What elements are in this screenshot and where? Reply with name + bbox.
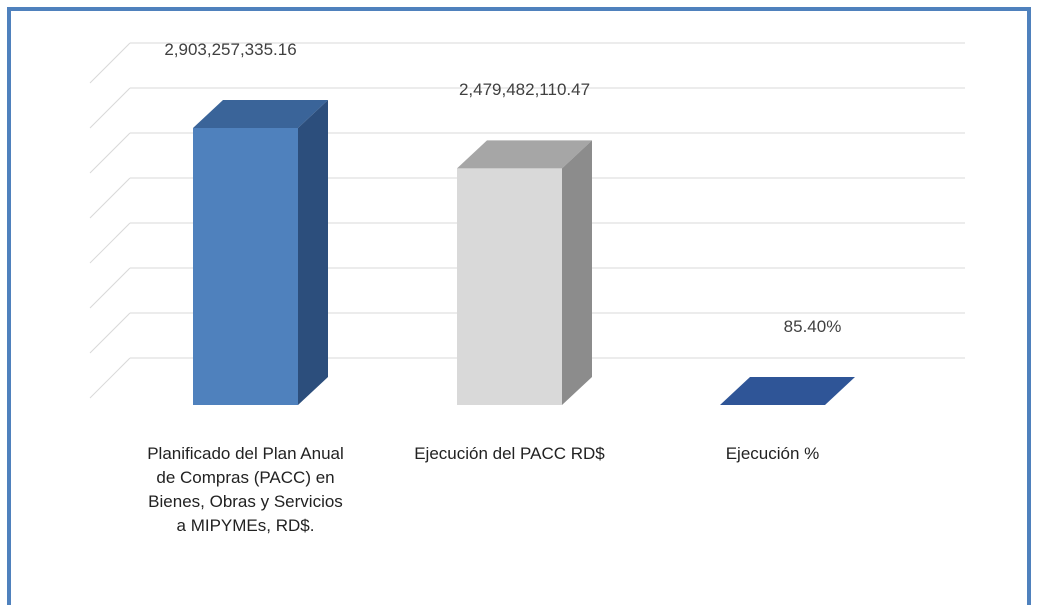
bar-top (720, 377, 855, 405)
grid-depth-line (89, 267, 131, 309)
grid-depth-line (89, 222, 131, 264)
x-tick-label: Ejecución del PACC RD$ (414, 444, 605, 463)
x-tick-label: Ejecución % (725, 444, 820, 463)
x-tick-label: Planificado del Plan Anual de Compras (P… (147, 444, 344, 535)
grid-depth-line (89, 357, 131, 399)
bar-top (457, 140, 592, 169)
grid-depth-line (89, 312, 131, 354)
bar-side (298, 100, 328, 405)
bar-side (562, 140, 592, 405)
bar-front (457, 168, 562, 405)
grid-depth-line (89, 87, 131, 129)
bar-top (193, 100, 328, 128)
grid-depth-line (89, 132, 131, 174)
grid-depth-line (89, 42, 131, 84)
bar (193, 100, 328, 405)
bar-front (193, 128, 298, 405)
data-label: 2,479,482,110.47 (458, 80, 591, 100)
grid-depth-line (89, 177, 131, 219)
frame-border (7, 7, 1031, 605)
bar (457, 140, 592, 405)
bar (720, 377, 855, 405)
data-label: 2,903,257,335.16 (164, 40, 297, 59)
data-label: 85.40% (783, 317, 842, 336)
